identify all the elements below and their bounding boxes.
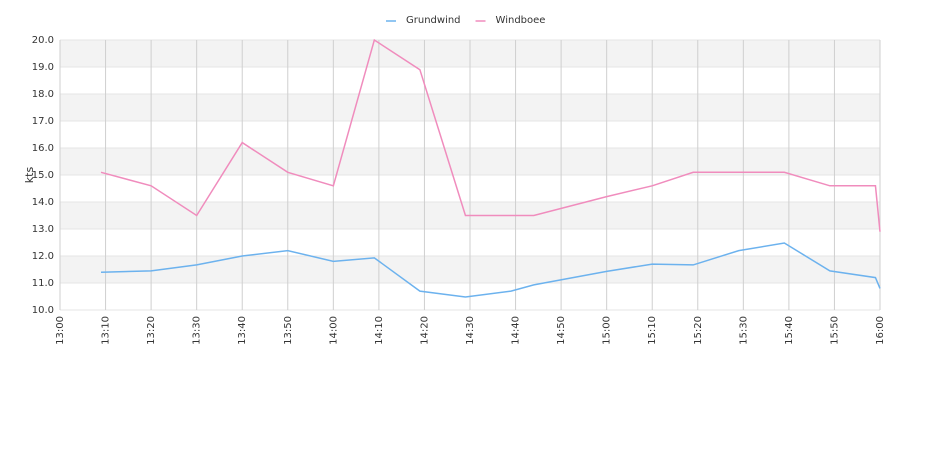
x-tick-label: 14:00 [328, 316, 339, 345]
y-tick-label: 16.0 [32, 143, 54, 154]
x-tick-label: 13:40 [237, 316, 248, 345]
y-tick-label: 12.0 [32, 251, 54, 262]
x-tick-label: 15:00 [602, 316, 613, 345]
x-tick-label: 13:50 [283, 316, 294, 345]
x-tick-label: 14:50 [556, 316, 567, 345]
x-tick-label: 16:00 [875, 316, 886, 345]
y-tick-label: 15.0 [32, 170, 54, 181]
y-tick-label: 11.0 [32, 278, 54, 289]
x-tick-label: 15:10 [647, 316, 658, 345]
y-axis-label: kts [23, 167, 36, 184]
x-tick-label: 14:20 [419, 316, 430, 345]
x-tick-label: 15:30 [738, 316, 749, 345]
x-tick-label: 13:00 [55, 316, 66, 345]
x-tick-label: 13:10 [101, 316, 112, 345]
x-tick-label: 15:20 [693, 316, 704, 345]
x-tick-label: 13:30 [192, 316, 203, 345]
x-tick-label: 14:30 [465, 316, 476, 345]
y-tick-label: 19.0 [32, 62, 54, 73]
y-tick-label: 10.0 [32, 305, 54, 316]
y-tick-label: 14.0 [32, 197, 54, 208]
y-tick-label: 20.0 [32, 35, 54, 46]
x-tick-label: 14:10 [374, 316, 385, 345]
y-tick-label: 17.0 [32, 116, 54, 127]
x-tick-label: 13:20 [146, 316, 157, 345]
legend-label: Windboee [496, 15, 546, 26]
legend-label: Grundwind [406, 15, 461, 26]
y-tick-label: 18.0 [32, 89, 54, 100]
x-tick-label: 15:50 [829, 316, 840, 345]
line [100, 242, 881, 298]
x-tick-label: 14:40 [511, 316, 522, 345]
y-tick-label: 13.0 [32, 224, 54, 235]
x-tick-label: 15:40 [784, 316, 795, 345]
line [100, 38, 881, 232]
